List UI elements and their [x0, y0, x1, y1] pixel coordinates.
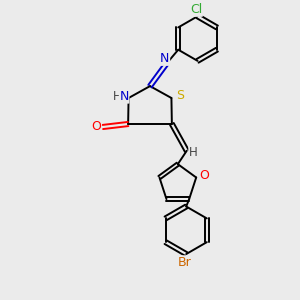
Text: Br: Br — [178, 256, 192, 269]
Text: S: S — [176, 89, 184, 102]
Text: Cl: Cl — [190, 3, 202, 16]
Text: O: O — [200, 169, 209, 182]
Text: N: N — [119, 90, 129, 103]
Text: H: H — [189, 146, 198, 159]
Text: N: N — [160, 52, 170, 65]
Text: H: H — [113, 90, 122, 103]
Text: O: O — [92, 121, 101, 134]
